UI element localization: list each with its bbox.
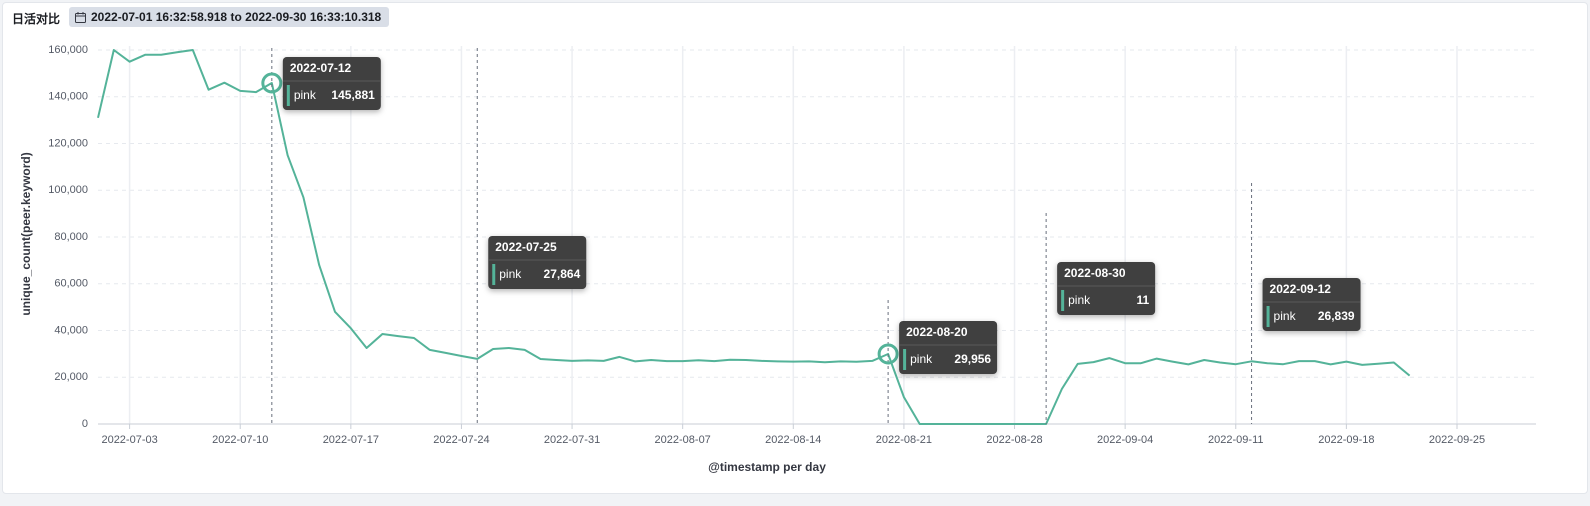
hover-point (877, 343, 899, 365)
x-tick-label: 2022-08-14 (765, 434, 821, 446)
y-tick-label: 80,000 (54, 231, 88, 243)
tooltip-series: pink (294, 88, 317, 102)
tooltip-swatch (492, 264, 496, 285)
tooltip-swatch (903, 349, 907, 370)
x-tick-label: 2022-09-18 (1318, 434, 1374, 446)
tooltip: 2022-08-20 pink 29,956 (899, 321, 998, 374)
tooltip-swatch (286, 85, 290, 106)
tooltip-date: 2022-08-30 (1064, 266, 1126, 280)
tooltip-date: 2022-09-12 (1270, 282, 1332, 296)
hover-point (261, 72, 283, 94)
x-tick-label: 2022-09-04 (1097, 434, 1153, 446)
y-tick-label: 160,000 (48, 44, 88, 56)
x-tick-label: 2022-09-25 (1429, 434, 1485, 446)
y-tick-label: 100,000 (48, 184, 88, 196)
line (97, 49, 1411, 425)
tooltip-value: 29,956 (954, 352, 991, 366)
tooltip-swatch (1266, 306, 1270, 327)
x-tick-label: 2022-07-31 (544, 434, 600, 446)
y-tick-label: 140,000 (48, 91, 88, 103)
tooltip-date: 2022-07-12 (290, 61, 352, 75)
time-range: 2022-07-01 16:32:58.918 to 2022-09-30 16… (91, 10, 382, 24)
x-tick-label: 2022-07-03 (101, 434, 157, 446)
x-tick-label: 2022-08-28 (986, 434, 1042, 446)
tooltip: 2022-09-12 pink 26,839 (1262, 278, 1361, 331)
tooltip-value: 27,864 (544, 267, 581, 281)
tooltip-series: pink (910, 352, 933, 366)
tooltip-date: 2022-08-20 (906, 325, 968, 339)
x-axis-label: @timestamp per day (708, 460, 826, 474)
calendar-icon (75, 12, 86, 23)
x-tick-label: 2022-07-17 (323, 434, 379, 446)
tooltip-value: 26,839 (1318, 309, 1355, 323)
y-axis-label: unique_count(peer.keyword) (19, 152, 33, 315)
tooltip-box (1262, 278, 1361, 331)
tooltip: 2022-07-25 pink 27,864 (488, 236, 587, 289)
x-tick-label: 2022-07-10 (212, 434, 268, 446)
time-range-badge[interactable]: 2022-07-01 16:32:58.918 to 2022-09-30 16… (69, 7, 390, 27)
tooltip: 2022-07-12 pink 145,881 (282, 57, 381, 110)
tooltip: 2022-08-30 pink 11 (1057, 262, 1156, 315)
tooltip-box (1057, 262, 1156, 315)
tooltip-series: pink (1068, 293, 1091, 307)
tooltip-swatch (1061, 290, 1065, 311)
panel: 日活对比 2022-07-01 16:32:58.918 to 2022-09-… (2, 2, 1588, 494)
tooltip-box (282, 57, 381, 110)
y-tick-label: 60,000 (54, 278, 88, 290)
x-tick-label: 2022-08-21 (876, 434, 932, 446)
tooltip-series: pink (1274, 309, 1297, 323)
tooltip-series: pink (499, 267, 522, 281)
x-tick-label: 2022-08-07 (655, 434, 711, 446)
y-tick-label: 40,000 (54, 324, 88, 336)
tooltip-date: 2022-07-25 (495, 240, 557, 254)
x-tick-label: 2022-09-11 (1208, 434, 1263, 446)
y-tick-label: 20,000 (54, 371, 88, 383)
tooltip-value: 11 (1136, 293, 1149, 307)
y-tick-label: 0 (82, 418, 88, 430)
y-tick-label: 120,000 (48, 137, 88, 149)
tooltip-box (899, 321, 998, 374)
tooltip-value: 145,881 (331, 88, 375, 102)
panel-title: 日活对比 (12, 12, 61, 26)
tooltip-box (488, 236, 587, 289)
x-tick-label: 2022-07-24 (433, 434, 489, 446)
